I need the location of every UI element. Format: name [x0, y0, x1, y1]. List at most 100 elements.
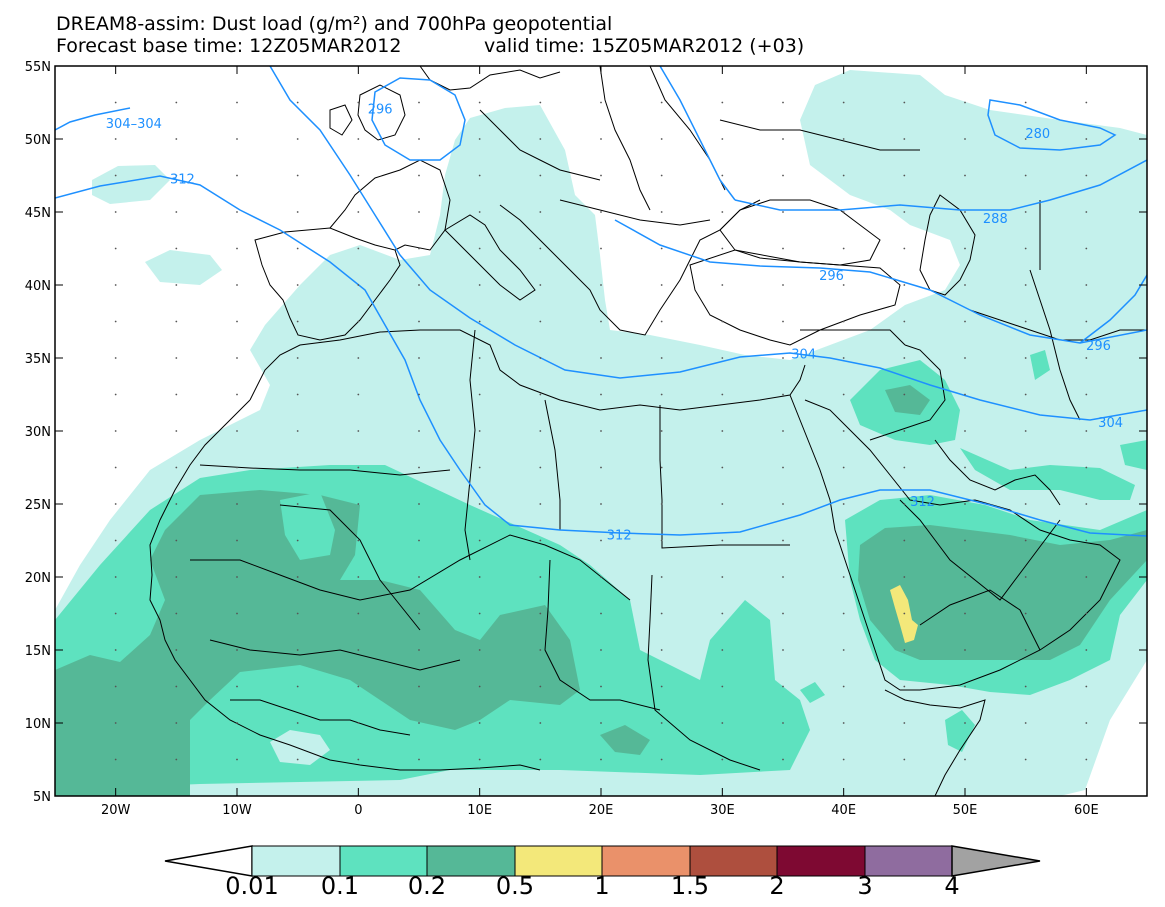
- grid-dot: [357, 466, 360, 469]
- grid-dot: [1085, 722, 1088, 724]
- grid-dot: [296, 612, 299, 615]
- grid-dot: [478, 357, 481, 359]
- grid-dot: [539, 247, 542, 250]
- grid-dot: [175, 211, 178, 213]
- grid-dot: [782, 576, 784, 578]
- grid-dot: [296, 758, 299, 761]
- grid-dot: [903, 138, 906, 140]
- grid-dot: [296, 174, 299, 177]
- grid-dot: [660, 722, 663, 724]
- coastline-france: [329, 159, 451, 251]
- grid-dot: [296, 576, 299, 578]
- grid-dot: [842, 685, 845, 688]
- grid-dot: [782, 539, 784, 542]
- x-tick-label: 0: [354, 803, 362, 818]
- grid-dot: [600, 174, 602, 177]
- y-tick-label: 5N: [33, 790, 51, 805]
- grid-dot: [782, 174, 784, 177]
- grid-dot: [478, 466, 481, 469]
- grid-dot: [721, 685, 724, 688]
- coastline-balkans: [499, 199, 761, 336]
- grid-dot: [539, 576, 542, 578]
- grid-dot: [964, 649, 966, 651]
- y-tick-label: 25N: [25, 498, 51, 513]
- grid-dot: [175, 320, 178, 323]
- grid-dot: [236, 539, 238, 542]
- colorbar-label: 2: [769, 872, 784, 900]
- y-tick-label: 45N: [25, 206, 51, 221]
- grid-dot: [842, 393, 845, 396]
- grid-dot: [175, 576, 178, 578]
- grid-dot: [600, 430, 602, 432]
- grid-dot: [114, 649, 117, 651]
- grid-dot: [660, 612, 663, 615]
- grid-dot: [236, 357, 238, 359]
- grid-dot: [1024, 393, 1027, 396]
- coastline-iberia: [254, 227, 401, 341]
- coastline-horn: [884, 689, 986, 796]
- grid-dot: [114, 174, 117, 177]
- grid-dot: [236, 466, 238, 469]
- grid-dot: [357, 430, 360, 432]
- grid-dot: [418, 466, 420, 469]
- y-tick-label: 20N: [25, 571, 51, 586]
- border-5: [279, 504, 421, 631]
- grid-dot: [903, 430, 906, 432]
- grid-dot: [539, 211, 542, 213]
- grid-dot: [539, 758, 542, 761]
- grid-dot: [1024, 722, 1027, 724]
- x-tick-label: 10E: [467, 803, 492, 818]
- grid-dot: [1024, 138, 1027, 140]
- grid-dot: [842, 211, 845, 213]
- grid-dot: [296, 247, 299, 250]
- x-tick-label: 60E: [1074, 803, 1099, 818]
- grid-dot: [114, 758, 117, 761]
- contour-label: 280: [1025, 127, 1050, 142]
- grid-dot: [1085, 612, 1088, 615]
- coastline-anatolia: [689, 249, 901, 346]
- grid-dot: [296, 138, 299, 140]
- grid-dot: [478, 430, 481, 432]
- grid-dot: [539, 539, 542, 542]
- grid-dot: [1085, 211, 1088, 213]
- grid-dot: [842, 466, 845, 469]
- grid-dot: [418, 503, 420, 505]
- grid-dot: [782, 101, 784, 104]
- grid-dot: [478, 174, 481, 177]
- grid-dot: [236, 685, 238, 688]
- grid-dot: [114, 247, 117, 250]
- colorbar-0.1: [339, 845, 428, 877]
- grid-dot: [721, 211, 724, 213]
- colorbar-1.5: [689, 845, 778, 877]
- grid-dot: [964, 685, 966, 688]
- y-tick-label: 10N: [25, 717, 51, 732]
- coastline-ireland: [329, 104, 353, 136]
- grid-dot: [357, 357, 360, 359]
- coastline-north-africa: [249, 329, 806, 411]
- valid-time: valid time: 15Z05MAR2012 (+03): [484, 35, 805, 57]
- grid-dot: [1085, 649, 1088, 651]
- dust-0.2-shading: [55, 385, 1147, 796]
- contour-288: [734, 159, 1147, 211]
- grid-dot: [842, 174, 845, 177]
- border-1: [464, 329, 476, 561]
- grid-dot: [842, 284, 845, 286]
- country-borders: [149, 66, 1147, 796]
- grid-dot: [660, 174, 663, 177]
- grid-dot: [903, 722, 906, 724]
- grid-dot: [721, 284, 724, 286]
- contour-296-loop: [371, 77, 466, 161]
- grid-dot: [296, 539, 299, 542]
- grid-dot: [964, 503, 966, 505]
- grid-dot: [903, 466, 906, 469]
- grid-dot: [357, 612, 360, 615]
- border-12: [869, 344, 946, 441]
- grid-dot: [1024, 284, 1027, 286]
- grid-dot: [721, 539, 724, 542]
- grid-dot: [296, 503, 299, 505]
- grid-dot: [660, 357, 663, 359]
- grid-dot: [357, 284, 360, 286]
- colorbar-2: [776, 845, 866, 877]
- grid-dot: [1085, 539, 1088, 542]
- grid-dot: [175, 393, 178, 396]
